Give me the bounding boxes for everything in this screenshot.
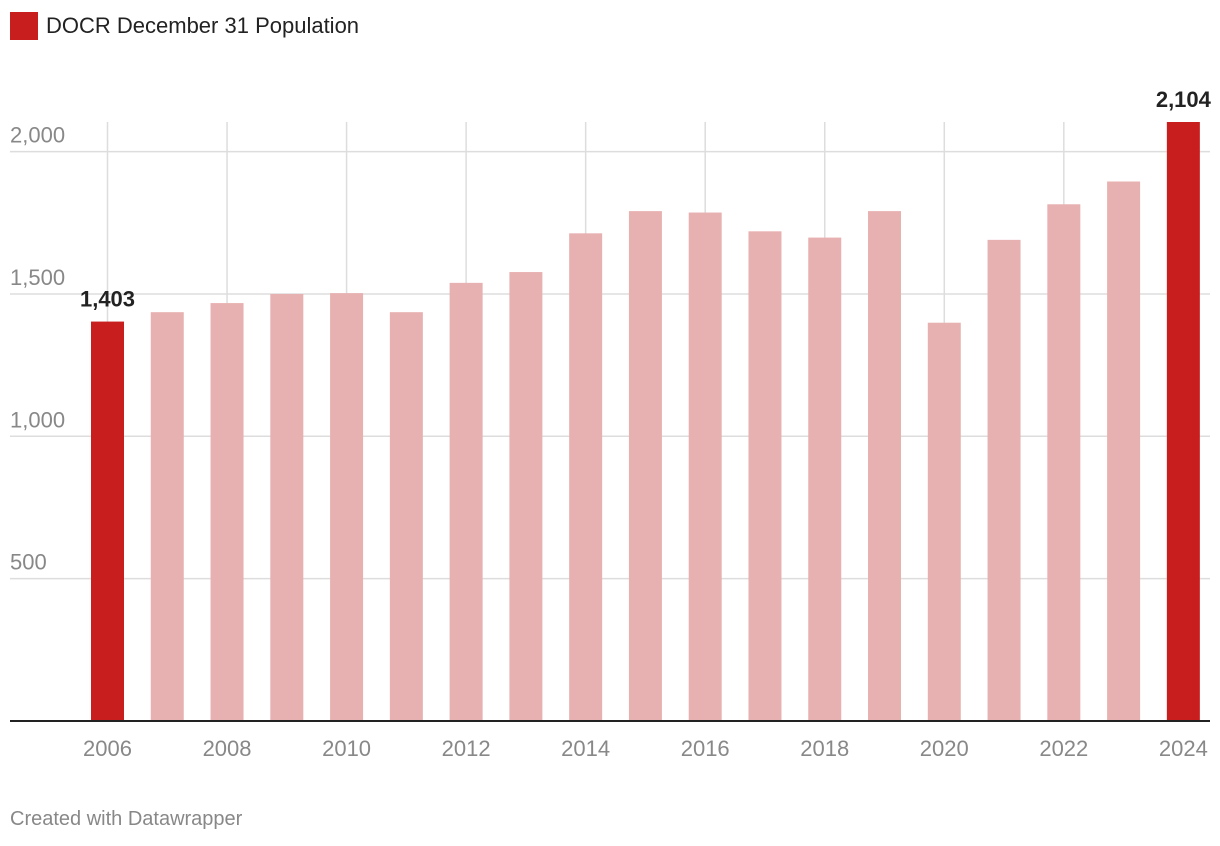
bar [270,293,304,721]
bar [868,211,902,721]
bar [210,303,244,721]
legend-swatch [10,12,38,40]
bar [1107,181,1141,722]
footer-credit: Created with Datawrapper [10,808,243,830]
x-tick-label: 2014 [561,736,610,761]
x-tick-label: 2020 [920,736,969,761]
bar [509,272,543,721]
x-tick-label: 2010 [322,736,371,761]
bar [389,312,423,721]
bar [330,293,364,721]
bar [1047,204,1081,721]
bar [987,239,1021,721]
y-tick-label: 2,000 [10,123,65,148]
x-tick-label: 2024 [1159,736,1208,761]
bar [748,231,782,722]
bar [688,212,722,721]
x-tick-label: 2022 [1039,736,1088,761]
x-tick-label: 2012 [442,736,491,761]
bar [628,211,662,721]
bar [150,312,184,721]
y-tick-label: 1,000 [10,407,65,432]
x-tick-label: 2006 [83,736,132,761]
bar [449,282,483,721]
x-tick-label: 2008 [203,736,252,761]
bar [1166,122,1200,721]
bar [569,233,603,721]
legend-label: DOCR December 31 Population [46,13,360,38]
y-tick-label: 1,500 [10,265,65,290]
x-tick-label: 2018 [800,736,849,761]
data-label: 1,403 [80,287,135,312]
legend: DOCR December 31 Population [10,12,359,40]
bar [927,322,961,721]
data-label: 2,104 [1156,87,1212,112]
y-tick-label: 500 [10,550,47,575]
x-tick-label: 2016 [681,736,730,761]
bar [808,237,842,722]
bar [91,321,124,721]
